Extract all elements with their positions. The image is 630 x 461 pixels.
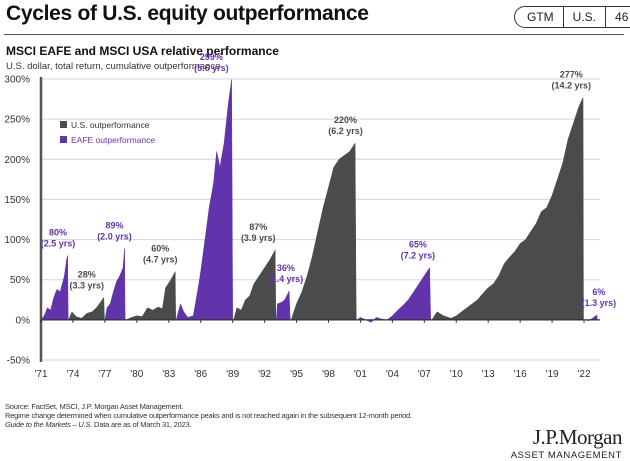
data-label: 277%(14.2 yrs) <box>551 69 591 90</box>
data-label-value: 65% <box>409 240 427 250</box>
legend-label: U.S. outperformance <box>71 120 150 130</box>
x-tick-label: '16 <box>514 369 527 380</box>
x-tick-labels: '71 '74 '77 '80 '83 '86 '89 '92 '95 '98 '01 '04 '07 '… <box>34 369 590 380</box>
asof-note: Guide to the Markets – U.S. Data are as … <box>5 420 412 429</box>
eafe-outperformance-area <box>40 255 69 321</box>
data-label: 36%(1.4 yrs) <box>269 263 304 284</box>
x-tick-label: '22 <box>578 369 591 380</box>
data-label-duration: (1.3 yrs) <box>582 298 617 308</box>
x-tick-label: '95 <box>290 369 303 380</box>
data-label: 6%(1.3 yrs) <box>582 287 617 308</box>
gtm-badge: GTM U.S. 46 <box>514 6 630 28</box>
us-outperformance-area <box>431 97 584 321</box>
x-tick-label: '01 <box>354 369 367 380</box>
y-tick-label: 50% <box>10 275 30 286</box>
badge-page-number: 46 <box>605 7 630 27</box>
data-label-value: 277% <box>560 69 583 79</box>
x-tick-label: '77 <box>98 369 111 380</box>
data-label-duration: (14.2 yrs) <box>551 80 591 90</box>
data-label-value: 60% <box>151 244 169 254</box>
data-label-duration: (2.5 yrs) <box>41 239 76 249</box>
chart-subtitle: U.S. dollar, total return, cumulative ou… <box>6 61 221 72</box>
data-label-duration: (5.6 yrs) <box>194 63 229 73</box>
data-label-duration: (3.9 yrs) <box>241 233 276 243</box>
x-tick-label: '19 <box>546 369 559 380</box>
eafe-outperformance-area <box>356 266 431 323</box>
y-tick-label: 200% <box>4 155 30 166</box>
guide-title: Guide to the Markets – U.S. <box>5 420 93 429</box>
chart: -50%0%50%100%150%200%250%300% '71'74'77 '… <box>4 52 616 380</box>
data-label-value: 36% <box>277 263 295 273</box>
data-label-duration: (1.4 yrs) <box>269 274 304 284</box>
y-tick-label: 100% <box>4 235 30 246</box>
x-tick-label: '98 <box>322 369 335 380</box>
asof-date: Data are as of March 31, 2023. <box>92 420 192 429</box>
data-label-value: 299% <box>200 52 223 62</box>
x-tick-label: '07 <box>418 369 431 380</box>
data-label-duration: (7.2 yrs) <box>401 251 436 261</box>
source-note: Source: FactSet, MSCI, J.P. Morgan Asset… <box>5 402 184 411</box>
axes <box>39 77 600 362</box>
method-note: Regime change determined when cumulative… <box>5 411 412 420</box>
data-label-duration: (3.3 yrs) <box>70 280 105 290</box>
page-title: Cycles of U.S. equity outperformance <box>6 2 369 25</box>
x-tick-label: '92 <box>258 369 271 380</box>
data-label-duration: (6.2 yrs) <box>328 126 363 136</box>
logo-subtitle: ASSET MANAGEMENT <box>510 450 622 461</box>
legend: U.S. outperformance EAFE outperformance <box>60 120 155 145</box>
x-tick-label: '86 <box>194 369 207 380</box>
us-outperformance-area <box>68 296 105 321</box>
legend-swatch-eafe <box>60 136 67 143</box>
y-tick-label: 300% <box>4 75 30 86</box>
annotations: 80%(2.5 yrs)28%(3.3 yrs)89%(2.0 yrs)60%(… <box>41 52 616 308</box>
us-outperformance-area <box>233 249 277 321</box>
eafe-outperformance-area <box>175 79 233 321</box>
badge-region: U.S. <box>562 7 605 27</box>
data-label-value: 6% <box>592 287 605 297</box>
footnotes: Source: FactSet, MSCI, J.P. Morgan Asset… <box>5 402 412 429</box>
jpmorgan-logo: J.P.Morgan ASSET MANAGEMENT <box>510 425 623 461</box>
data-label: 87%(3.9 yrs) <box>241 222 276 243</box>
y-tick-label: -50% <box>7 356 30 367</box>
x-tick-label: '74 <box>66 369 79 380</box>
chart-title: MSCI EAFE and MSCI USA relative performa… <box>6 44 279 58</box>
header-divider <box>4 34 624 35</box>
y-tick-label: 250% <box>4 115 30 126</box>
y-tick-label: 0% <box>16 315 31 326</box>
data-label: 65%(7.2 yrs) <box>401 240 436 261</box>
legend-label: EAFE outperformance <box>71 135 155 145</box>
badge-gtm: GTM <box>527 10 554 24</box>
x-tick-label: '13 <box>482 369 495 380</box>
eafe-outperformance-area <box>276 290 291 321</box>
x-tick-label: '83 <box>162 369 175 380</box>
y-tick-label: 150% <box>4 195 30 206</box>
us-outperformance-area <box>126 271 176 321</box>
x-tick-label: '04 <box>386 369 399 380</box>
data-label-value: 80% <box>49 228 67 238</box>
data-label-value: 87% <box>249 222 267 232</box>
x-tick-label: '89 <box>226 369 239 380</box>
data-label-value: 220% <box>334 115 357 125</box>
data-label-duration: (2.0 yrs) <box>97 231 132 241</box>
data-label: 220%(6.2 yrs) <box>328 115 363 136</box>
data-label-value: 89% <box>105 220 123 230</box>
data-label: 89%(2.0 yrs) <box>97 220 132 241</box>
data-label-value: 28% <box>78 269 96 279</box>
data-label: 28%(3.3 yrs) <box>70 269 105 290</box>
series-areas <box>40 79 598 323</box>
logo-wordmark: J.P.Morgan <box>532 425 623 449</box>
eafe-outperformance-area <box>104 248 126 321</box>
y-tick-labels: -50% 0% 50% 100% 150% 200% 250% 300% <box>4 75 30 367</box>
x-tick-label: '80 <box>130 369 143 380</box>
data-label-duration: (4.7 yrs) <box>143 255 178 265</box>
us-outperformance-area <box>290 142 357 321</box>
data-label: 60%(4.7 yrs) <box>143 244 178 265</box>
legend-swatch-us <box>60 121 67 128</box>
data-label: 80%(2.5 yrs) <box>41 228 76 249</box>
x-tick-label: '71 <box>34 369 47 380</box>
data-label: 299%(5.6 yrs) <box>194 52 229 73</box>
x-tick-label: '10 <box>450 369 463 380</box>
